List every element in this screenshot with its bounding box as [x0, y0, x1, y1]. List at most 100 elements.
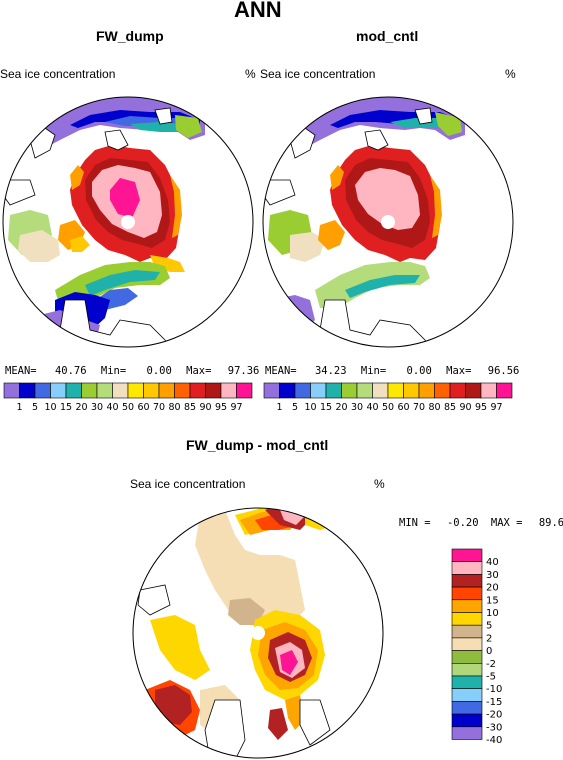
panel1-colorbar-tick: 97	[230, 402, 242, 413]
panel1-colorbar-box	[236, 382, 253, 399]
panel3-colorbar-box	[451, 663, 483, 677]
panel1-colorbar-box	[205, 382, 222, 399]
panel3-colorbar-box	[451, 624, 483, 639]
panel1-colorbar-box	[50, 382, 67, 399]
panel2-colorbar-tick: 95	[475, 402, 487, 413]
panel3-colorbar-tick: -40	[486, 735, 502, 746]
panel3-colorbar-tick: -30	[486, 722, 502, 733]
panel3-colorbar-tick: -15	[486, 697, 502, 708]
panel3-colorbar-tick: -20	[486, 710, 502, 721]
panel2-max-label: Max=	[446, 365, 472, 377]
panel1-colorbar-box	[127, 382, 144, 399]
panel1-colorbar-box	[220, 382, 237, 399]
panel2-colorbar-tick: 70	[413, 402, 425, 413]
panel2-colorbar-tick: 30	[351, 402, 363, 413]
panel1-colorbar-tick: 90	[199, 402, 211, 413]
panel1-colorbar-box	[34, 382, 51, 399]
panel2-colorbar-box	[434, 382, 451, 399]
main-title: ANN	[234, 0, 282, 22]
panel1-colorbar-box	[189, 382, 206, 399]
panel1-colorbar: 1 5 10 15 20 30 40 50 60 70 80 85 90 95 97	[3, 382, 253, 413]
panel1-colorbar-tick: 20	[75, 402, 87, 413]
panel1-colorbar-tick: 10	[44, 402, 56, 413]
panel3-colorbar-box	[451, 599, 483, 613]
panel3-stats: MIN = -0.20 MAX = 89.60	[399, 517, 563, 529]
panel3-subtitle: Sea ice concentration	[130, 477, 246, 491]
panel1-colorbar-box	[65, 382, 82, 399]
panel3-colorbar-box	[451, 701, 483, 715]
panel2-title: mod_cntl	[356, 28, 419, 44]
panel1-colorbar-box	[158, 382, 175, 399]
panel3-min-label: MIN =	[399, 517, 431, 529]
panel3-title: FW_dump - mod_cntl	[186, 437, 329, 453]
panel2-colorbar: 1 5 10 15 20 30 40 50 60 70 80 85 90 95 97	[263, 382, 513, 413]
panel3-colorbar-tick: 0	[486, 646, 492, 657]
panel2-colorbar-box	[387, 382, 404, 399]
panel1-mean-value: 40.76	[54, 365, 87, 377]
panel2-colorbar-tick: 20	[335, 402, 347, 413]
panel2-colorbar-tick: 10	[304, 402, 316, 413]
panel2-colorbar-box	[325, 382, 342, 399]
panel3-max-value: 89.60	[538, 517, 563, 529]
panel1-min-label: Min=	[100, 365, 127, 377]
panel1-min-value: 0.00	[146, 365, 172, 377]
panel2-colorbar-box	[310, 382, 327, 399]
panel3-colorbar-tick: 10	[486, 608, 499, 619]
panel2-colorbar-box	[480, 382, 497, 399]
panel3-colorbar-tick: -10	[486, 684, 502, 695]
panel2-colorbar-box	[449, 382, 466, 399]
panel2-colorbar-box	[279, 382, 296, 399]
panel2-min-value: 0.00	[406, 365, 432, 377]
panel3-colorbar-box	[451, 713, 483, 728]
panel3-colorbar-box	[451, 675, 483, 689]
panel2-colorbar-box	[418, 382, 435, 399]
panel3-colorbar-tick: 2	[486, 633, 492, 644]
panel1-colorbar-tick: 95	[215, 402, 227, 413]
panel2-colorbar-tick: 80	[428, 402, 440, 413]
panel2-colorbar-box	[356, 382, 373, 399]
panel2-colorbar-tick: 85	[444, 402, 456, 413]
panel2-colorbar-tick: 97	[490, 402, 502, 413]
panel1-colorbar-box	[81, 382, 98, 399]
panel1-colorbar-box	[96, 382, 113, 399]
panel3-colorbar-box	[451, 586, 483, 601]
panel2-min-label: Min=	[360, 365, 387, 377]
panel2-colorbar-box	[496, 382, 513, 399]
panel1-subtitle: Sea ice concentration	[0, 67, 116, 81]
panel1-colorbar-tick: 50	[122, 402, 134, 413]
panel3-colorbar-box	[451, 561, 483, 575]
panel3-colorbar-tick: -5	[486, 672, 496, 683]
panel1-colorbar-box	[143, 382, 160, 399]
panel2-mean-value: 34.23	[314, 365, 347, 377]
panel3-colorbar-box	[451, 688, 483, 702]
panel2-colorbar-tick: 5	[292, 402, 298, 413]
panel2-colorbar-tick: 90	[459, 402, 471, 413]
panel1-colorbar-box	[112, 382, 129, 399]
panel3-units: %	[374, 477, 385, 491]
panel3-colorbar-tick: 40	[486, 557, 499, 568]
panel3-colorbar-box	[451, 612, 483, 626]
panel1-max-label: Max=	[186, 365, 212, 377]
panel1-colorbar-tick: 40	[106, 402, 118, 413]
panel3-colorbar-box	[451, 726, 483, 740]
panel3-colorbar-tick: 20	[486, 583, 499, 594]
panel2-colorbar-box	[294, 382, 311, 399]
panel3-colorbar-box	[451, 548, 483, 562]
panel3-colorbar-tick: 5	[486, 621, 492, 632]
panel2-max-value: 96.56	[487, 365, 520, 377]
panel3-colorbar-box	[451, 650, 483, 664]
panel3-colorbar-box	[451, 637, 483, 651]
panel2-mean-label: MEAN=	[265, 365, 297, 377]
panel2-colorbar-box	[341, 382, 358, 399]
panel3-colorbar-tick: 15	[486, 595, 499, 606]
panel1-colorbar-tick: 5	[32, 402, 38, 413]
panel1-max-value: 97.36	[227, 365, 260, 377]
panel1-colorbar-tick: 60	[137, 402, 149, 413]
panel2-colorbar-tick: 40	[366, 402, 378, 413]
panel2-colorbar-tick: 50	[382, 402, 394, 413]
panel3-colorbar-box	[451, 574, 483, 588]
panel2-colorbar-box	[372, 382, 389, 399]
panel1-colorbar-tick: 80	[168, 402, 180, 413]
panel2-stats: MEAN= 34.23 Min= 0.00 Max= 96.56	[265, 365, 519, 377]
